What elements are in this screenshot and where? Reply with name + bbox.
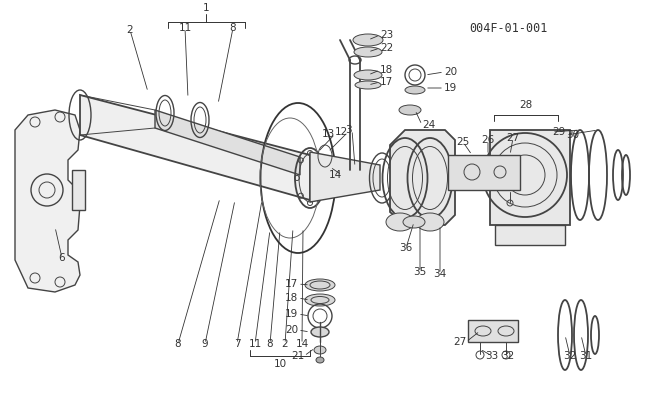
Text: 22: 22 <box>380 43 393 53</box>
Text: 6: 6 <box>58 253 66 263</box>
Ellipse shape <box>305 294 335 306</box>
Text: 19: 19 <box>444 83 457 93</box>
Text: 9: 9 <box>201 339 209 349</box>
Text: 2: 2 <box>281 339 289 349</box>
Ellipse shape <box>316 357 324 363</box>
Ellipse shape <box>416 213 444 231</box>
Text: 32: 32 <box>564 351 577 361</box>
Text: 8: 8 <box>267 339 274 349</box>
Text: 7: 7 <box>234 339 240 349</box>
Polygon shape <box>15 110 80 292</box>
Polygon shape <box>448 155 520 190</box>
Text: 24: 24 <box>422 120 435 130</box>
Text: 8: 8 <box>174 339 181 349</box>
Ellipse shape <box>305 279 335 291</box>
Text: 23: 23 <box>380 30 393 40</box>
Text: 20: 20 <box>285 325 298 335</box>
Ellipse shape <box>399 105 421 115</box>
Polygon shape <box>72 170 85 210</box>
Ellipse shape <box>314 346 326 354</box>
Text: 36: 36 <box>400 243 413 253</box>
Text: 14: 14 <box>329 170 342 180</box>
Ellipse shape <box>405 86 425 94</box>
Text: 26: 26 <box>482 135 495 145</box>
Ellipse shape <box>311 327 329 337</box>
Text: 30: 30 <box>566 130 579 140</box>
Text: 18: 18 <box>380 65 393 75</box>
Ellipse shape <box>355 81 381 89</box>
Text: 32: 32 <box>501 351 514 361</box>
Text: 19: 19 <box>285 309 298 319</box>
Text: 3: 3 <box>345 125 352 135</box>
Ellipse shape <box>386 213 414 231</box>
Text: 004F-01-001: 004F-01-001 <box>469 22 547 35</box>
Text: 31: 31 <box>579 351 592 361</box>
Text: 14: 14 <box>295 339 308 349</box>
Ellipse shape <box>354 47 382 57</box>
Polygon shape <box>155 110 300 175</box>
Text: 34: 34 <box>434 269 447 279</box>
Polygon shape <box>490 130 570 225</box>
Ellipse shape <box>403 216 425 228</box>
Text: 17: 17 <box>380 77 393 87</box>
Text: 20: 20 <box>444 67 457 77</box>
Text: 8: 8 <box>230 23 236 33</box>
Text: 33: 33 <box>485 351 499 361</box>
Text: 13: 13 <box>321 129 335 139</box>
Text: 21: 21 <box>291 351 304 361</box>
Text: 25: 25 <box>457 137 470 147</box>
Text: 35: 35 <box>413 267 426 277</box>
Text: 11: 11 <box>249 339 262 349</box>
Text: 1: 1 <box>203 3 209 13</box>
Ellipse shape <box>354 70 382 80</box>
Ellipse shape <box>353 34 383 46</box>
Text: 29: 29 <box>552 127 565 137</box>
Polygon shape <box>468 320 518 342</box>
Text: 10: 10 <box>274 359 287 369</box>
Polygon shape <box>390 130 455 225</box>
Polygon shape <box>495 225 565 245</box>
Text: 27: 27 <box>506 133 520 143</box>
Text: 18: 18 <box>285 293 298 303</box>
Text: 12: 12 <box>335 127 348 137</box>
Text: 11: 11 <box>178 23 192 33</box>
Text: 28: 28 <box>520 100 533 110</box>
Polygon shape <box>310 152 380 202</box>
Text: 17: 17 <box>285 279 298 289</box>
Text: 2: 2 <box>127 25 133 35</box>
Polygon shape <box>80 95 310 200</box>
Text: 27: 27 <box>453 337 466 347</box>
